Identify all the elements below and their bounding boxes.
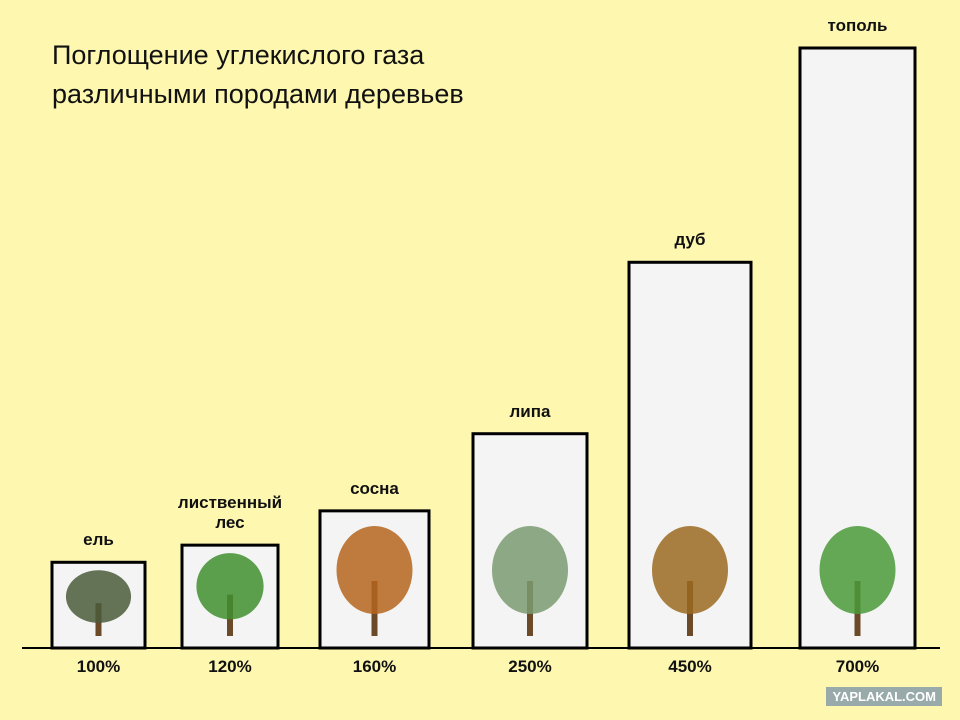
category-label: дуб	[674, 230, 706, 250]
value-label: 250%	[508, 657, 552, 676]
value-label: 450%	[668, 657, 712, 676]
category-label: тополь	[827, 16, 888, 35]
tree-crown	[65, 570, 132, 623]
value-label: 100%	[76, 657, 121, 676]
chart-title: Поглощение углекислого газа различными п…	[52, 40, 464, 109]
value-label: 120%	[208, 657, 252, 676]
watermark: YAPLAKAL.COM	[826, 687, 942, 706]
category-label: лиственный лес	[177, 493, 283, 533]
tree-crown	[336, 526, 413, 614]
value-label: 160%	[352, 657, 397, 676]
tree-crown	[196, 553, 264, 620]
value-label: 700%	[835, 657, 880, 676]
category-label: сосна	[350, 478, 399, 498]
tree-crown	[819, 526, 896, 614]
category-label: ель	[83, 530, 114, 550]
tree-crown	[492, 526, 568, 614]
tree-crown	[652, 526, 728, 614]
category-label: липа	[509, 401, 551, 421]
